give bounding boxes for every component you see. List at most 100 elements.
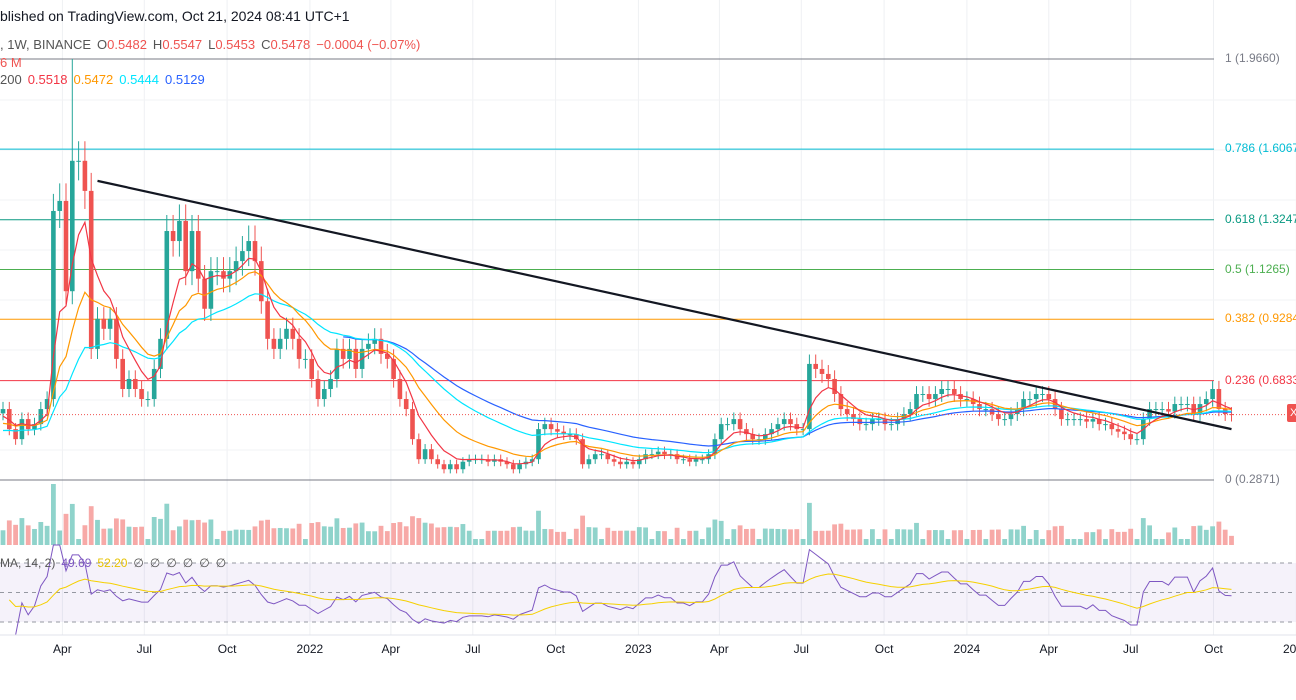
candle-body [397,378,403,400]
volume-bar [145,539,151,545]
volume-bar [328,526,333,545]
x-tick-label: Jul [1123,642,1139,656]
candle-body [246,241,251,252]
volume-bar [964,539,970,545]
volume-bar [807,502,812,545]
candle-body [196,231,201,279]
volume-bar [479,539,485,545]
volume-bar [718,520,724,545]
volume-bar [674,527,680,545]
volume-bar [82,525,88,545]
volume-bar [1140,518,1146,545]
volume-bar [907,529,913,545]
candle-body [271,338,277,349]
volume-bar [517,526,522,545]
low-label: L [208,37,216,52]
high-value: 0.5547 [162,37,203,52]
volume-bar [208,519,214,545]
candle-body [277,338,283,349]
candle-body [832,378,837,395]
volume-bar [586,527,592,545]
volume-bar [315,522,321,545]
volume-bar [762,528,768,545]
candle-body [763,434,768,440]
volume-bar [655,531,661,545]
x-tick-label: Jul [793,642,809,656]
candle-body [252,241,258,262]
ma1-value: 0.5518 [27,72,68,87]
volume-bar [1021,525,1026,545]
volume-bar [32,528,37,545]
volume-bar [844,529,850,545]
candle-body [284,328,289,339]
volume-bar [158,518,163,545]
volume-bar [1203,529,1209,545]
candle-body [1021,399,1026,410]
volume-bar [914,522,919,545]
candle-body [933,394,938,400]
x-tick-label: Apr [710,642,729,656]
volume-bar [246,529,252,545]
volume-bar [221,530,226,545]
candle-body [794,424,800,430]
volume-bar [460,524,466,545]
candle-body [737,419,743,430]
volume-bar [441,527,447,545]
x-tick-label: Apr [381,642,401,656]
volume-bar [271,528,277,545]
candle-body [233,261,239,272]
rsi-value: 49.69 [61,556,92,570]
candle-body [340,348,346,359]
close-value: 0.5478 [270,37,311,52]
volume-bar [737,525,743,545]
volume-bar [529,530,535,545]
x-tick-label: Oct [874,642,894,656]
candle-body [700,459,705,461]
volume-bar [838,523,844,545]
candle-body [882,419,888,425]
candle-body [0,409,6,414]
candle-body [145,399,151,401]
candle-body [177,220,182,242]
volume-bar [1153,539,1159,545]
candle-body [57,200,62,211]
candle-body [460,461,466,470]
volume-bar [1229,535,1234,545]
volume-bar [662,531,667,545]
candle-body [1033,394,1039,400]
volume-bar [769,528,774,545]
candle-body [958,394,963,400]
candle-body [1210,388,1215,400]
candle-body [139,388,144,400]
volume-bar [1172,527,1178,545]
volume-bar [177,526,182,545]
ma3-value: 0.5444 [119,72,159,87]
volume-bar [126,526,132,545]
ma4-value: 0.5129 [165,72,205,87]
candle-body [32,424,37,430]
x-tick-label: 2022 [296,642,324,656]
volume-bar [712,519,718,545]
candle-body [391,358,396,379]
volume-bar [548,529,554,545]
candle-body [1090,419,1096,422]
high-label: H [152,37,163,52]
candle-body [44,399,50,410]
candle-body [334,348,340,379]
volume-bar [107,528,113,545]
candle-body [1159,409,1165,411]
volume-bar [977,529,982,545]
volume-bar [1071,539,1077,545]
candle-body [82,160,88,191]
candle-body [221,271,226,279]
volume-bar [1197,525,1203,545]
candle-body [170,231,176,242]
candle-body [164,231,170,339]
candle-body [920,394,926,396]
volume-bar [485,530,491,545]
candle-body [7,409,12,430]
candle-body [454,464,459,470]
volume-legend: 6 M [0,55,22,70]
